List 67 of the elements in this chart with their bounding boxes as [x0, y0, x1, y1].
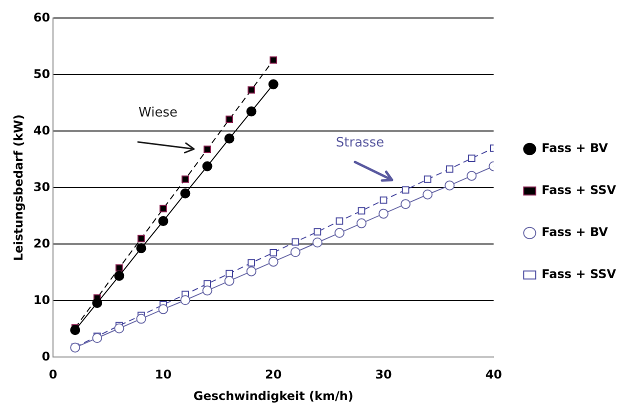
y-tick-label: 10	[33, 292, 50, 307]
point	[336, 217, 344, 225]
x-tick-label: 30	[375, 368, 392, 382]
point	[424, 176, 432, 183]
point	[444, 180, 455, 190]
y-tick-label: 20	[33, 236, 50, 250]
point	[334, 228, 344, 238]
point	[226, 116, 234, 124]
y-tick-label: 50	[33, 66, 50, 81]
point	[202, 286, 212, 296]
point	[270, 248, 278, 256]
legend-label: Fass + BV	[542, 225, 609, 240]
annotation: Strasse	[336, 136, 384, 150]
point	[224, 276, 234, 286]
point	[378, 208, 389, 219]
legend-label: Fass + SSV	[542, 267, 617, 282]
point	[268, 79, 278, 90]
y-tick-label: 0	[42, 349, 50, 364]
point	[466, 170, 477, 181]
point	[70, 325, 80, 336]
point	[204, 146, 211, 153]
point	[356, 218, 367, 228]
point	[268, 256, 278, 267]
point	[248, 86, 256, 94]
point	[226, 270, 234, 278]
point	[358, 207, 366, 215]
y-tick-label: 40	[33, 123, 50, 138]
point	[248, 259, 256, 267]
point	[246, 106, 256, 116]
point	[138, 234, 145, 242]
point	[402, 186, 410, 194]
point	[270, 56, 278, 64]
point	[468, 154, 476, 162]
point	[136, 243, 146, 254]
point	[136, 314, 146, 324]
point	[160, 204, 167, 212]
point	[400, 199, 411, 210]
x-tick-label: 40	[485, 368, 502, 382]
point	[180, 295, 190, 306]
x-tick-label: 20	[265, 368, 282, 382]
point	[180, 188, 190, 198]
point	[224, 134, 234, 144]
point	[446, 165, 454, 173]
x-axis-title: Geschwindigkeit (km/h)	[193, 388, 354, 403]
point	[116, 264, 123, 272]
point	[114, 270, 124, 281]
y-axis-title: Leistungsbedarf (kW)	[11, 114, 26, 261]
point	[246, 266, 256, 276]
point	[422, 189, 433, 200]
point	[312, 238, 322, 248]
point	[202, 161, 212, 172]
point	[92, 298, 102, 308]
y-tick-label: 60	[33, 10, 50, 24]
annotation: Wiese	[138, 106, 178, 120]
point	[158, 216, 168, 226]
point	[292, 238, 300, 246]
point	[380, 196, 388, 204]
point	[114, 323, 124, 334]
x-tick-label: 10	[154, 368, 172, 382]
y-tick-label: 30	[33, 180, 50, 194]
legend-label: Fass + BV	[542, 141, 609, 156]
point	[158, 304, 168, 314]
legend-label: Fass + SSV	[542, 183, 617, 198]
point	[182, 176, 189, 183]
point	[314, 228, 322, 236]
point	[92, 332, 102, 343]
point	[290, 247, 300, 258]
